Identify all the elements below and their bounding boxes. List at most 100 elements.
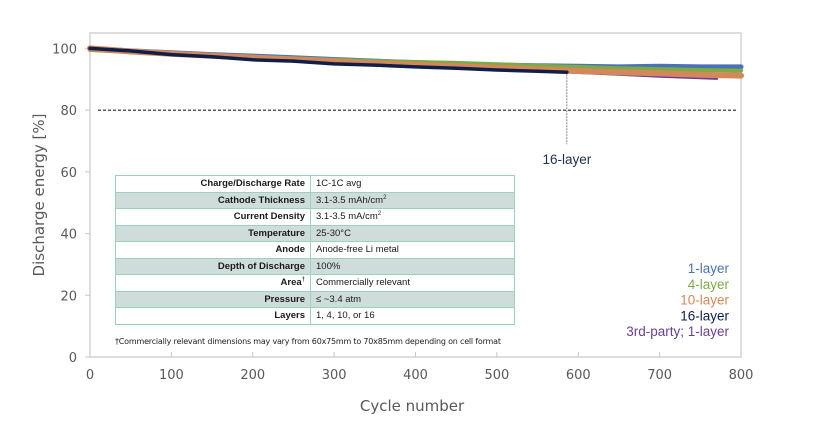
data-point bbox=[659, 73, 660, 74]
parameter-label: Area† bbox=[116, 275, 311, 292]
table-row: Charge/Discharge Rate 1C-1C avg bbox=[116, 176, 515, 193]
parameter-label-text: Temperature bbox=[248, 228, 305, 239]
y-tick-label: 40 bbox=[60, 228, 77, 243]
data-point bbox=[740, 70, 741, 71]
parameter-value: 3.1-3.5 mAh/cm2 bbox=[311, 192, 515, 209]
data-point bbox=[578, 70, 579, 71]
parameter-label-text: Pressure bbox=[264, 294, 305, 305]
y-tick-label: 0 bbox=[69, 351, 77, 366]
x-tick-label: 100 bbox=[159, 368, 184, 383]
parameter-label: Layers bbox=[116, 308, 311, 325]
parameter-label: Depth of Discharge bbox=[116, 258, 311, 275]
data-point bbox=[659, 66, 660, 67]
data-point bbox=[496, 69, 497, 70]
parameter-label: Cathode Thickness bbox=[116, 192, 311, 209]
y-tick-label: 60 bbox=[60, 166, 77, 181]
data-point bbox=[89, 48, 90, 49]
series-layer bbox=[89, 48, 741, 79]
parameter-label-text: Charge/Discharge Rate bbox=[200, 178, 305, 189]
table-row: Anode Anode-free Li metal bbox=[116, 242, 515, 259]
parameter-value-text: Commercially relevant bbox=[316, 277, 410, 288]
data-point bbox=[415, 66, 416, 67]
parameter-label-text: Current Density bbox=[234, 211, 305, 222]
data-point bbox=[700, 69, 701, 70]
legend-entry: 10-layer bbox=[680, 293, 729, 308]
y-axis-title: Discharge energy [%] bbox=[30, 114, 48, 277]
parameter-value-text: 25-30°C bbox=[316, 228, 351, 239]
x-tick-label: 600 bbox=[566, 368, 591, 383]
parameter-value-text: 1C-1C avg bbox=[316, 178, 361, 189]
x-tick-label: 300 bbox=[322, 368, 347, 383]
table-row: Cathode Thickness 3.1-3.5 mAh/cm2 bbox=[116, 192, 515, 209]
legend-entry: 4-layer bbox=[688, 277, 730, 292]
parameter-label-text: Area bbox=[281, 277, 302, 288]
data-point bbox=[700, 66, 701, 67]
table-row: Depth of Discharge 100% bbox=[116, 258, 515, 275]
parameter-label-text: Anode bbox=[275, 244, 305, 255]
data-point bbox=[740, 75, 741, 76]
data-point bbox=[456, 68, 457, 69]
data-point bbox=[740, 66, 741, 67]
parameter-value-text: 1, 4, 10, or 16 bbox=[316, 310, 375, 321]
data-point bbox=[537, 71, 538, 72]
parameter-value: Anode-free Li metal bbox=[311, 242, 515, 259]
data-point bbox=[700, 74, 701, 75]
data-point bbox=[171, 54, 172, 55]
parameter-value: ≤ ~3.4 atm bbox=[311, 291, 515, 308]
annotation-label: 16-layer bbox=[542, 152, 591, 167]
parameter-value: 25-30°C bbox=[311, 225, 515, 242]
legend: 1-layer4-layer10-layer16-layer3rd-party;… bbox=[626, 261, 729, 339]
x-tick-label: 0 bbox=[86, 368, 94, 383]
legend-entry: 16-layer bbox=[680, 308, 729, 323]
table-row: Layers 1, 4, 10, or 16 bbox=[116, 308, 515, 325]
data-point bbox=[618, 68, 619, 69]
data-point bbox=[659, 69, 660, 70]
y-tick-label: 100 bbox=[52, 42, 77, 57]
parameter-value: 1, 4, 10, or 16 bbox=[311, 308, 515, 325]
parameter-value-text: 3.1-3.5 mAh/cm bbox=[316, 195, 383, 206]
parameter-value: 3.1-3.5 mA/cm2 bbox=[311, 209, 515, 226]
data-point bbox=[496, 64, 497, 65]
legend-entry: 1-layer bbox=[688, 261, 730, 276]
data-point bbox=[537, 65, 538, 66]
table-row: Pressure ≤ ~3.4 atm bbox=[116, 291, 515, 308]
parameter-value: 100% bbox=[311, 258, 515, 275]
parameter-value: Commercially relevant bbox=[311, 275, 515, 292]
x-tick-label: 400 bbox=[403, 368, 428, 383]
x-axis-title: Cycle number bbox=[360, 397, 465, 415]
x-tick-label: 500 bbox=[484, 368, 509, 383]
data-point bbox=[211, 56, 212, 57]
x-tick-label: 200 bbox=[240, 368, 265, 383]
parameter-label: Anode bbox=[116, 242, 311, 259]
data-point bbox=[578, 66, 579, 67]
parameter-label-text: Cathode Thickness bbox=[218, 195, 305, 206]
table-row: Area† Commercially relevant bbox=[116, 275, 515, 292]
data-point bbox=[618, 72, 619, 73]
table-row: Current Density 3.1-3.5 mA/cm2 bbox=[116, 209, 515, 226]
parameter-value-text: Anode-free Li metal bbox=[316, 244, 399, 255]
annotation-layer: 16-layer bbox=[542, 74, 591, 167]
parameters-table: Charge/Discharge Rate 1C-1C avg Cathode Th… bbox=[115, 175, 515, 325]
x-tick-label: 800 bbox=[729, 368, 754, 383]
x-tick-label: 700 bbox=[647, 368, 672, 383]
y-tick-label: 20 bbox=[60, 289, 77, 304]
parameter-label-text: Layers bbox=[274, 310, 305, 321]
parameter-label: Pressure bbox=[116, 291, 311, 308]
superscript: 2 bbox=[383, 195, 386, 201]
data-point bbox=[334, 61, 335, 62]
data-point bbox=[252, 59, 253, 60]
data-point bbox=[130, 50, 131, 51]
data-point bbox=[374, 64, 375, 65]
dagger-mark: † bbox=[302, 277, 305, 283]
series-line-10-layer bbox=[90, 48, 741, 75]
table-row: Temperature 25-30°C bbox=[116, 225, 515, 242]
parameter-value-text: 100% bbox=[316, 261, 340, 272]
parameter-label: Charge/Discharge Rate bbox=[116, 176, 311, 193]
parameter-label: Current Density bbox=[116, 209, 311, 226]
parameter-label: Temperature bbox=[116, 225, 311, 242]
footnote: †Commercially relevant dimensions may va… bbox=[115, 337, 501, 346]
parameter-value-text: ≤ ~3.4 atm bbox=[316, 294, 361, 305]
legend-entry: 3rd-party; 1-layer bbox=[626, 324, 729, 339]
data-point bbox=[293, 60, 294, 61]
parameter-value: 1C-1C avg bbox=[311, 176, 515, 193]
